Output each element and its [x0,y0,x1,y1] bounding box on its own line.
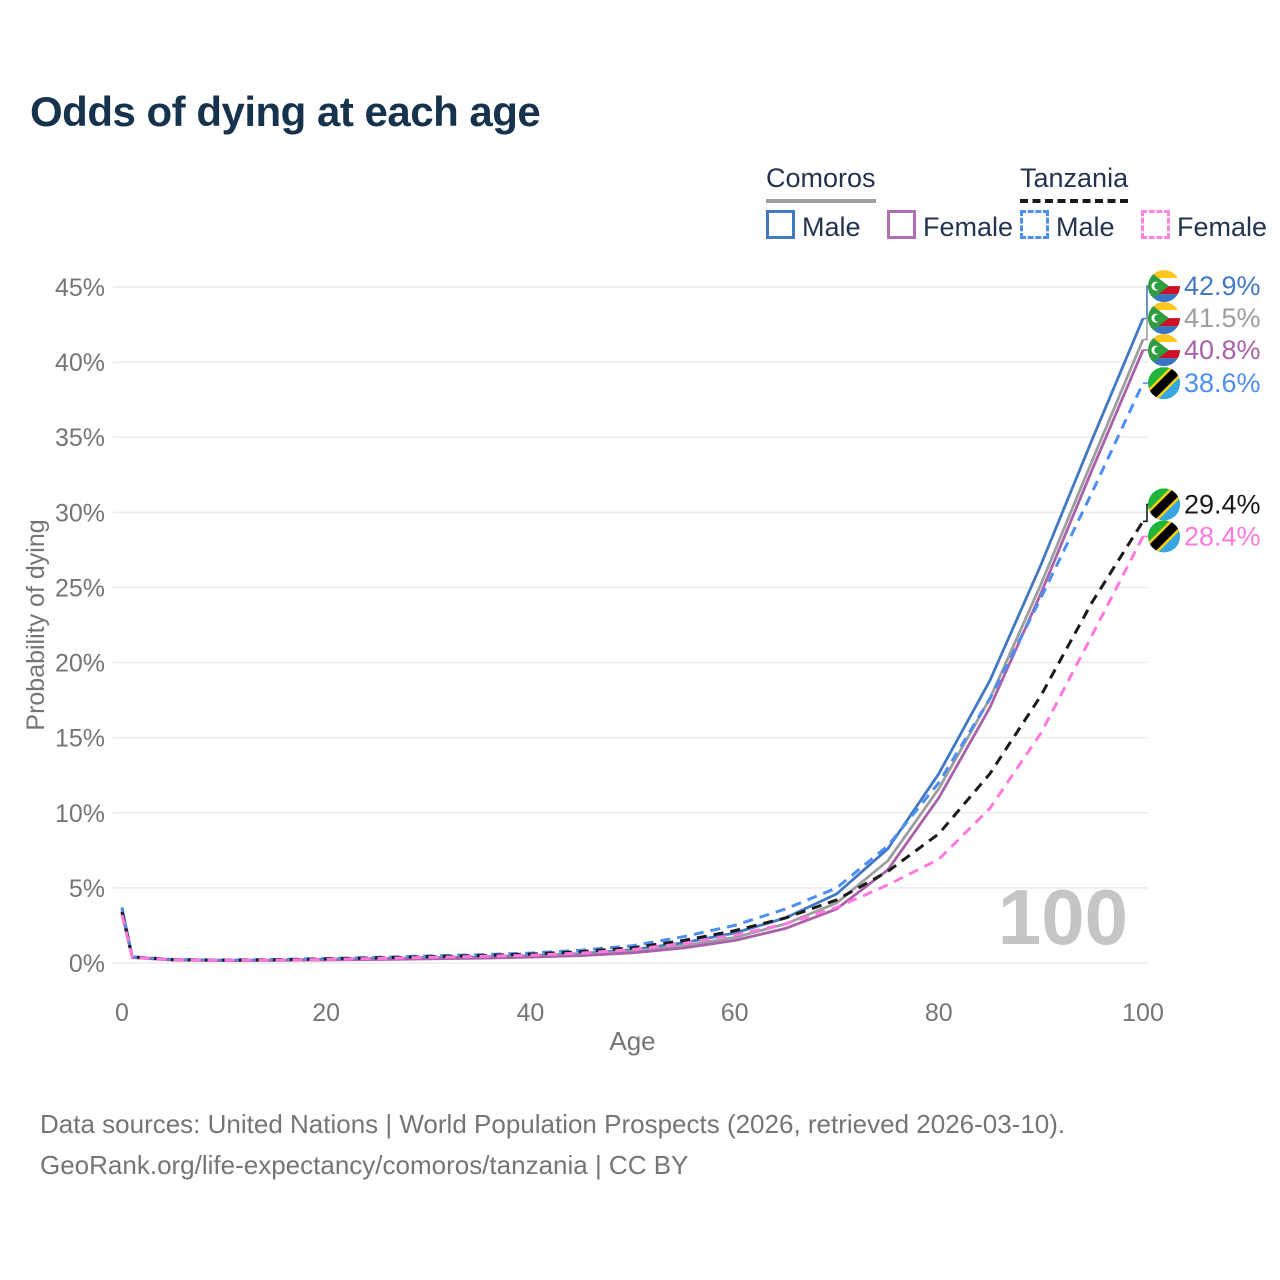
x-tick-label: 20 [312,999,340,1027]
y-tick-label: 0% [69,950,105,978]
legend-item-comoros-male[interactable]: Male [766,210,861,243]
end-label-flag [1148,334,1180,367]
legend-item-comoros-female[interactable]: Female [886,210,1014,243]
end-label-value: 40.8% [1184,335,1261,365]
x-tick-label: 100 [1122,999,1164,1027]
end-label-value: 38.6% [1184,368,1261,398]
series-line-comoros-male[interactable] [120,317,1145,962]
y-tick-label: 35% [55,424,105,452]
tanzania-flag-icon [1148,367,1180,400]
comoros-male-swatch-icon [766,210,795,239]
end-label-flag [1148,488,1180,521]
gridlines [113,286,1148,964]
x-tick-label: 80 [925,999,953,1027]
series-line-comoros-both-sexes[interactable] [120,339,1145,962]
footer-url-line: GeoRank.org/life-expectancy/comoros/tanz… [40,1150,689,1180]
legend-group-comoros: Comoros Male Female [766,163,1035,243]
end-label-flag [1148,520,1180,553]
legend-item-label: Female [922,212,1014,242]
series-line-tanzania-male[interactable] [120,382,1145,962]
legend-country-comoros[interactable]: Comoros [766,163,876,203]
end-label-value: 29.4% [1184,489,1261,519]
page-title: Odds of dying at each age [30,88,541,135]
comoros-flag-icon [1148,302,1180,335]
y-tick-label: 20% [55,650,105,678]
y-tick-label: 40% [55,349,105,377]
tanzania-female-swatch-icon [1140,210,1170,239]
legend-item-label: Female [1176,212,1268,242]
tanzania-male-swatch-icon [1020,210,1049,239]
comoros-flag-icon [1148,334,1180,367]
series-line-comoros-female[interactable] [120,349,1145,962]
legend-item-label: Male [802,212,861,242]
footer-sources-line: Data sources: United Nations | World Pop… [40,1109,1066,1139]
x-tick-label: 60 [721,999,749,1027]
y-tick-label: 5% [69,875,105,903]
end-label-flag [1148,270,1180,303]
legend: Comoros Male Female Tanzania Male Female [0,163,1280,243]
legend-item-label: Male [1056,212,1115,242]
y-tick-label: 25% [55,574,105,602]
series-line-tanzania-female[interactable] [120,535,1145,962]
legend-item-tanzania-female[interactable]: Female [1140,210,1268,243]
end-label-value: 42.9% [1184,271,1261,301]
legend-country-tanzania[interactable]: Tanzania [1020,163,1129,203]
legend-group-tanzania: Tanzania Male Female [1020,163,1280,243]
end-label-flag [1148,302,1180,335]
series-line-tanzania-both-sexes[interactable] [120,520,1145,962]
age-counter-watermark: 100 [998,873,1128,961]
data-source-footer: Data sources: United Nations | World Pop… [40,1104,1065,1186]
x-tick-label: 0 [115,999,129,1027]
end-label-value: 41.5% [1184,303,1261,333]
comoros-female-swatch-icon [886,210,916,239]
y-axis-title: Probability of dying [22,519,50,730]
end-label-value: 28.4% [1184,521,1261,551]
comoros-flag-icon [1148,270,1180,303]
y-tick-label: 45% [55,274,105,302]
y-tick-label: 10% [55,800,105,828]
legend-item-tanzania-male[interactable]: Male [1020,210,1115,243]
x-tick-label: 40 [516,999,544,1027]
y-tick-label: 15% [55,725,105,753]
tanzania-flag-icon [1148,520,1180,553]
end-label-flag [1148,367,1180,400]
y-tick-label: 30% [55,499,105,527]
tanzania-flag-icon [1148,488,1180,521]
x-axis-title: Age [609,1026,655,1056]
